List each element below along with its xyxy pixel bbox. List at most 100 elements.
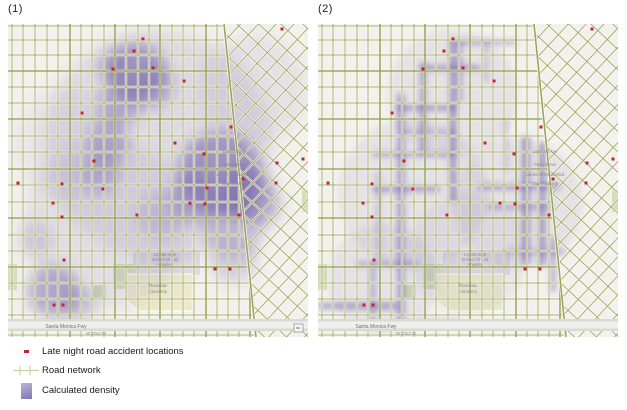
map-label: James M Wood Blvd <box>526 172 565 177</box>
accident-point <box>280 27 284 31</box>
accident-point <box>203 202 207 206</box>
map-label: Francis Ave <box>224 162 246 167</box>
accident-point <box>60 182 64 186</box>
park-area <box>302 190 308 212</box>
accident-point <box>229 125 233 129</box>
map-label: Rosedale <box>149 283 167 288</box>
accident-point <box>228 267 232 271</box>
map-panel-kernel-density: Loyola High School Of Los Angeles Rosedale C… <box>8 24 308 337</box>
accident-point <box>498 201 502 205</box>
map-label: W 22nd St <box>86 331 106 336</box>
map-label: Leeward Ave <box>533 149 558 154</box>
accident-point <box>515 186 519 190</box>
accident-point <box>60 215 64 219</box>
map-label: James M Wood Blvd <box>216 172 255 177</box>
accident-point <box>241 177 245 181</box>
accident-point <box>237 213 241 217</box>
map-label: Francis Ave <box>534 162 556 167</box>
accident-point <box>135 213 139 217</box>
accident-point <box>51 201 55 205</box>
road-network-diagonal-layer <box>534 24 618 337</box>
park-area <box>612 190 618 212</box>
accident-point <box>62 258 66 262</box>
accident-point <box>538 267 542 271</box>
density-gradient-icon <box>20 382 32 399</box>
accident-point <box>461 66 465 70</box>
map-label: San Marino St <box>532 181 559 186</box>
road-network-layer <box>318 24 566 337</box>
map-label: Rosedale <box>459 283 477 288</box>
accident-point <box>370 182 374 186</box>
accident-point <box>483 141 487 145</box>
accident-point <box>512 152 516 156</box>
legend-item-accidents: Late night road accident locations <box>10 344 310 358</box>
accident-point <box>326 181 330 185</box>
accident-point <box>445 213 449 217</box>
panel-1-label: (1) <box>8 3 23 15</box>
accident-point <box>370 215 374 219</box>
map-label: Loyola High <box>464 252 487 257</box>
map-label: Cemetery <box>149 289 168 294</box>
accident-point <box>205 186 209 190</box>
accident-point <box>213 267 217 271</box>
road-network-icon <box>13 365 39 375</box>
panel-2-label: (2) <box>318 3 333 15</box>
map-label: San Marino St <box>222 181 249 186</box>
accident-point <box>539 125 543 129</box>
legend-label-accidents: Late night road accident locations <box>42 345 184 357</box>
accident-point <box>421 67 425 71</box>
accident-point <box>188 201 192 205</box>
accident-point <box>173 141 177 145</box>
accident-point <box>371 303 375 307</box>
legend-label-density: Calculated density <box>42 385 120 396</box>
accident-point <box>61 303 65 307</box>
map-label: Santa Monica Fwy <box>45 324 87 330</box>
accident-point <box>402 159 406 163</box>
legend-item-roads: Road network <box>10 363 310 377</box>
accident-point <box>101 187 105 191</box>
map-label: Loyola High <box>154 252 177 257</box>
map-label: Cemetery <box>459 289 478 294</box>
map-label: Angeles <box>467 262 482 267</box>
accident-points-layer <box>16 27 305 307</box>
accident-point <box>372 258 376 262</box>
freeway <box>8 319 308 331</box>
map-inset-icon <box>293 323 304 333</box>
accident-point <box>80 111 84 115</box>
boundary-road <box>223 24 257 337</box>
accident-point <box>611 157 615 161</box>
accident-point-icon <box>23 349 29 353</box>
accident-point <box>275 161 279 165</box>
map-label: Santa Monica Fwy <box>355 324 397 330</box>
accident-point <box>361 201 365 205</box>
accident-point <box>451 37 455 41</box>
accident-point <box>390 111 394 115</box>
map-panel-network-density: Loyola High School Of Los Angeles Rosedale C… <box>318 24 618 337</box>
map-label: School Of Los <box>152 257 178 262</box>
legend-label-roads: Road network <box>42 364 101 376</box>
accident-point <box>547 213 551 217</box>
accident-point <box>492 79 496 83</box>
accident-point <box>584 181 588 185</box>
map-label: School Of Los <box>462 257 488 262</box>
accident-point <box>274 181 278 185</box>
accident-point <box>202 152 206 156</box>
road-network-diagonal-layer <box>224 24 308 337</box>
accident-point <box>132 49 136 53</box>
map-label: Angeles <box>157 262 172 267</box>
accident-point <box>151 66 155 70</box>
boundary-road <box>533 24 567 337</box>
accident-point <box>523 267 527 271</box>
accident-point <box>362 303 366 307</box>
accident-point <box>411 187 415 191</box>
accident-point <box>141 37 145 41</box>
accident-point <box>16 181 20 185</box>
accident-point <box>52 303 56 307</box>
map-label: Leeward Ave <box>223 149 248 154</box>
accident-point <box>590 27 594 31</box>
legend-item-density: Calculated density <box>10 382 310 399</box>
map-label: W 22nd St <box>396 331 416 336</box>
accident-point <box>551 177 555 181</box>
